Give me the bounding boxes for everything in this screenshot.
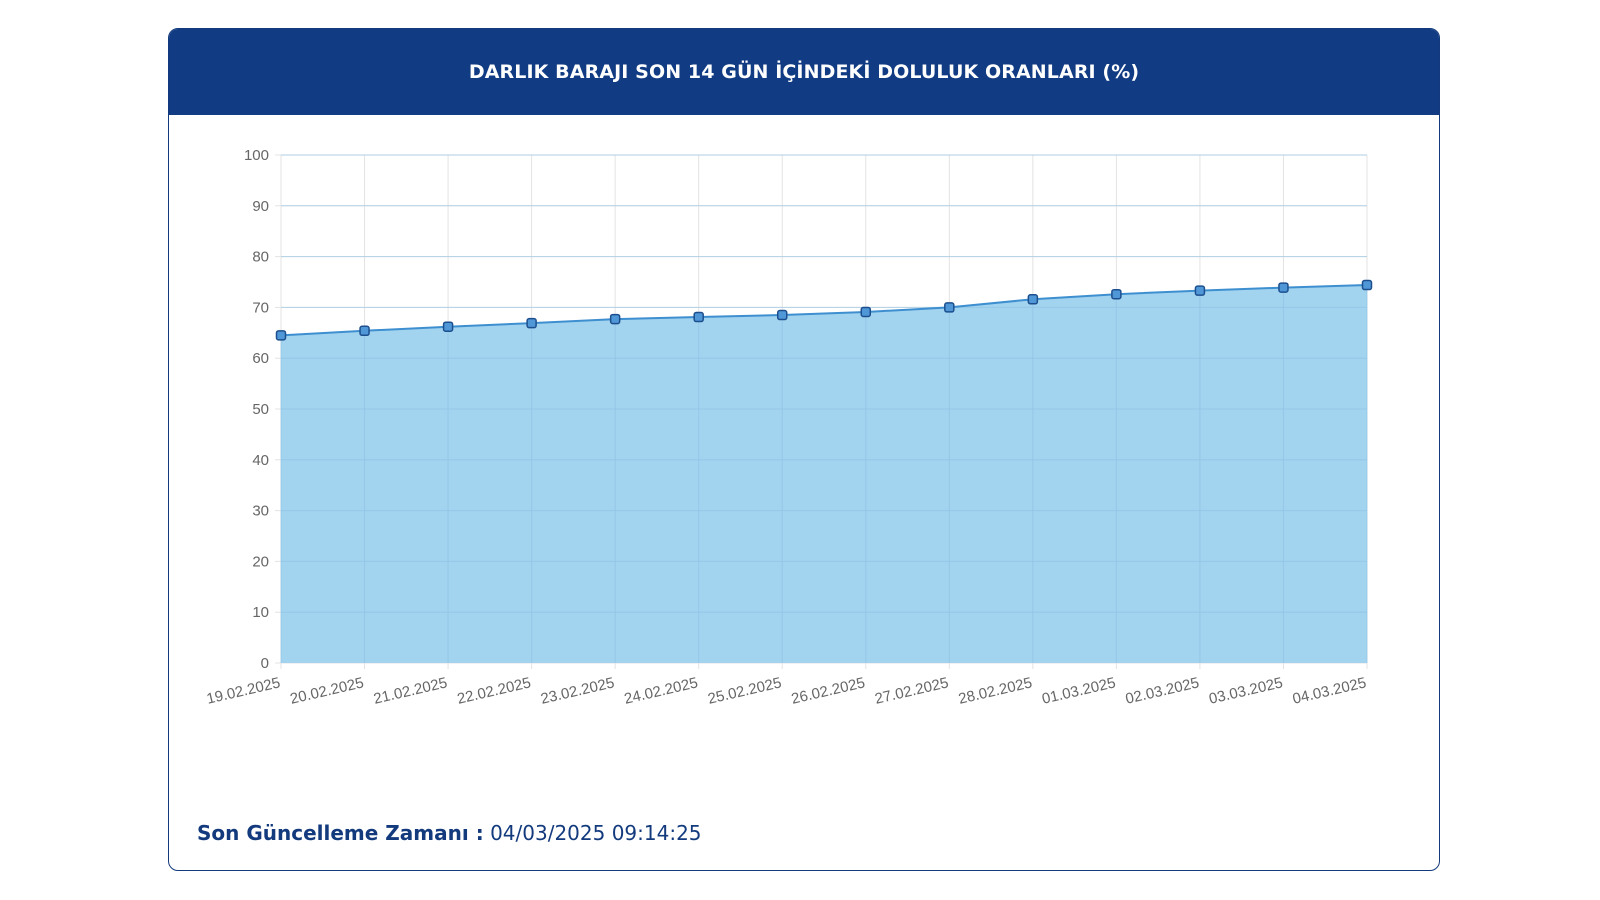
y-tick-label: 40 [252, 452, 269, 469]
y-tick-label: 100 [244, 147, 269, 164]
data-point [860, 306, 872, 318]
data-point [359, 325, 370, 337]
chart-card: DARLIK BARAJI SON 14 GÜN İÇİNDEKİ DOLULU… [168, 28, 1440, 871]
last-update-value: 04/03/2025 09:14:25 [490, 821, 702, 845]
data-point [526, 317, 537, 329]
y-tick-label: 50 [252, 401, 269, 418]
y-tick-label: 30 [252, 503, 269, 520]
x-tick-label: 19.02.2025 [205, 674, 282, 707]
x-tick-label: 22.02.2025 [456, 674, 533, 707]
data-point [1361, 279, 1373, 291]
x-tick-label: 02.03.2025 [1124, 674, 1201, 707]
y-tick-label: 20 [252, 553, 269, 570]
y-tick-label: 90 [252, 198, 269, 215]
card-header: DARLIK BARAJI SON 14 GÜN İÇİNDEKİ DOLULU… [169, 29, 1439, 115]
data-point [1027, 294, 1039, 305]
series-line [280, 284, 1368, 337]
x-tick-label: 27.02.2025 [873, 674, 950, 707]
data-point [776, 309, 788, 321]
x-tick-label: 24.02.2025 [623, 674, 700, 707]
x-tick-label: 25.02.2025 [706, 674, 783, 707]
data-point [275, 330, 287, 341]
y-tick-label: 10 [252, 604, 269, 621]
x-tick-label: 20.02.2025 [288, 674, 365, 707]
y-tick-label: 60 [252, 350, 269, 367]
data-point [609, 313, 621, 325]
area-fill [281, 285, 1367, 663]
data-point [1278, 282, 1289, 293]
y-tick-label: 70 [252, 299, 269, 316]
x-tick-label: 23.02.2025 [539, 674, 616, 707]
data-point [944, 302, 955, 313]
x-tick-label: 21.02.2025 [372, 674, 449, 707]
x-tick-label: 03.03.2025 [1207, 674, 1284, 707]
chart-title: DARLIK BARAJI SON 14 GÜN İÇİNDEKİ DOLULU… [468, 61, 1140, 83]
x-tick-label: 01.03.2025 [1040, 674, 1117, 707]
x-tick-label: 26.02.2025 [790, 674, 867, 707]
y-tick-label: 0 [261, 655, 269, 672]
data-point [442, 321, 454, 332]
data-point [1194, 285, 1206, 296]
y-tick-label: 80 [252, 249, 269, 266]
data-point [1111, 288, 1122, 300]
data-point [693, 311, 704, 323]
x-tick-label: 28.02.2025 [957, 674, 1034, 707]
last-update-label: Son Güncelleme Zamanı : [197, 821, 484, 845]
area-chart: 0 10 20 30 40 50 60 70 80 90 100 19.02.2025 20.02.20… [205, 147, 1373, 708]
last-update: Son Güncelleme Zamanı : 04/03/2025 09:14… [197, 821, 702, 845]
x-tick-label: 04.03.2025 [1291, 674, 1368, 707]
